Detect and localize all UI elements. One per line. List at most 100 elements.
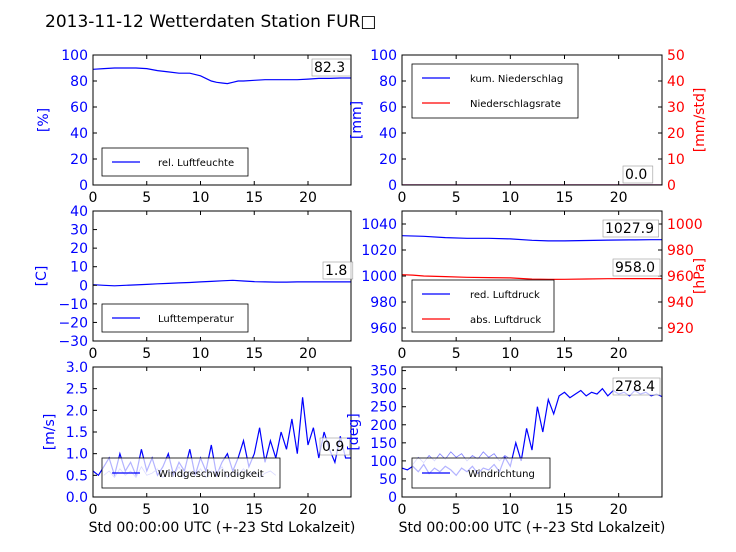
legend: rel. Luftfeuchte <box>101 147 249 177</box>
x-tick-label: 15 <box>556 190 574 206</box>
x-tick-label: 5 <box>452 190 461 206</box>
y-tick-label: −10 <box>58 297 88 313</box>
x-tick-label: 20 <box>610 190 628 206</box>
x-tick-label: 10 <box>192 502 210 518</box>
y-axis-label: [deg] <box>346 413 362 450</box>
panel-humidity: 0 5 10 15 20 0 20 40 60 80 100 [%] rel. Luftfeuchte 8… <box>36 48 352 206</box>
y-tick-label: 350 <box>370 364 397 380</box>
y-tick-label: 0.0 <box>66 490 88 506</box>
legend: Windgeschwindigkeit <box>101 457 281 489</box>
x-axis-label: Std 00:00:00 UTC (+-23 Std Lokalzeit) <box>89 520 356 536</box>
y2-tick-label: 980 <box>667 243 694 259</box>
series-line-detail-1 <box>412 451 511 465</box>
y-tick-label: 980 <box>370 295 397 311</box>
x-tick-label: 0 <box>89 346 98 362</box>
y-tick-label: 0 <box>388 178 397 194</box>
panel-temperature: 0 5 10 15 20 −30 −20 −10 0 10 20 30 40 [C] Lufttempera… <box>34 204 354 362</box>
y2-tick-label: 50 <box>667 48 685 64</box>
legend: Lufttemperatur <box>101 303 249 333</box>
value-label: 0.0 <box>622 165 654 184</box>
y-tick-label: 0.5 <box>66 468 88 484</box>
x-tick-label: 15 <box>245 346 263 362</box>
x-tick-label: 0 <box>398 502 407 518</box>
value-label-box <box>612 377 661 396</box>
y-tick-label: 200 <box>370 418 397 434</box>
y-tick-label: 0 <box>388 490 397 506</box>
y-tick-label: 40 <box>70 204 88 220</box>
y2-tick-label: 920 <box>667 321 694 337</box>
y-tick-label: 40 <box>379 126 397 142</box>
legend: Windrichtung <box>411 457 551 489</box>
value-label-box <box>311 58 351 77</box>
value-label: 0.9 <box>319 437 351 456</box>
value-label-text: 278.4 <box>615 379 655 395</box>
x-tick-label: 5 <box>142 190 151 206</box>
panel-windspeed: 0 5 10 15 20 0.0 0.5 1.0 1.5 2.0 2.5 3.0 [m/s] Std 00… <box>42 360 355 536</box>
x-tick-label: 5 <box>142 502 151 518</box>
series-line-rel-luftfeuchte <box>93 67 351 85</box>
y-tick-label: 0 <box>79 278 88 294</box>
x-tick-label: 15 <box>245 190 263 206</box>
y2-tick-label: 940 <box>667 295 694 311</box>
y-axis-label: [mm] <box>349 101 365 139</box>
panel-frame <box>401 366 663 498</box>
legend-label: red. Luftdruck <box>470 290 540 301</box>
y-tick-label: 1000 <box>361 269 397 285</box>
x-tick-label: 20 <box>610 346 628 362</box>
y-tick-label: 50 <box>379 472 397 488</box>
value-label-text: 82.3 <box>314 60 345 76</box>
value-label: 1.8 <box>322 261 354 280</box>
panel-precipitation: 0 5 10 15 20 0 20 40 60 80 100 0 10 20 30 40 50 [mm] [mm/s… <box>349 48 708 206</box>
y-tick-label: 2.0 <box>66 403 88 419</box>
y-tick-label: 1.0 <box>66 447 88 463</box>
x-tick-label: 5 <box>452 502 461 518</box>
y-tick-label: 1.5 <box>66 425 88 441</box>
y-tick-label: 100 <box>61 48 88 64</box>
x-tick-label: 15 <box>556 502 574 518</box>
y-tick-label: 20 <box>70 152 88 168</box>
x-axis-label: Std 00:00:00 UTC (+-23 Std Lokalzeit) <box>399 520 666 536</box>
y2-axis-label: [hPa] <box>692 258 708 294</box>
legend-box <box>411 279 555 333</box>
y-tick-label: 100 <box>370 454 397 470</box>
y-tick-label: 2.5 <box>66 382 88 398</box>
x-tick-label: 0 <box>398 190 407 206</box>
y-axis-label: [C] <box>34 266 50 287</box>
value-label: 958.0 <box>612 258 661 277</box>
y-tick-label: −20 <box>58 315 88 331</box>
y2-tick-label: 0 <box>667 178 676 194</box>
x-tick-label: 15 <box>245 502 263 518</box>
value-label-text: 958.0 <box>615 260 655 276</box>
x-tick-label: 20 <box>610 502 628 518</box>
value-label-text: 1.8 <box>325 263 347 279</box>
x-tick-label: 10 <box>501 190 519 206</box>
y-tick-label: 250 <box>370 400 397 416</box>
legend: red. Luftdruck abs. Luftdruck <box>411 279 555 333</box>
y-tick-label: 100 <box>370 48 397 64</box>
series-line-lufttemperatur <box>93 279 351 287</box>
y-axis-label: [%] <box>36 108 52 132</box>
x-tick-label: 10 <box>192 190 210 206</box>
series-line-red-luftdruck <box>402 235 662 242</box>
legend-box <box>411 63 579 119</box>
y2-tick-label: 40 <box>667 74 685 90</box>
value-label: 82.3 <box>311 58 351 77</box>
panel-frame <box>401 54 663 186</box>
x-tick-label: 5 <box>142 346 151 362</box>
x-tick-label: 5 <box>452 346 461 362</box>
y2-tick-label: 20 <box>667 126 685 142</box>
y-tick-label: 10 <box>70 260 88 276</box>
value-label-text: 0.9 <box>322 439 344 455</box>
legend-label: Windrichtung <box>468 469 535 480</box>
legend-label: Niederschlagsrate <box>470 99 561 110</box>
panel-frame <box>92 54 352 186</box>
y-tick-label: 0 <box>79 178 88 194</box>
y-axis-label: [m/s] <box>42 414 58 451</box>
x-tick-label: 20 <box>299 190 317 206</box>
value-label: 1027.9 <box>602 219 659 238</box>
figure-title: 2013-11-12 Wetterdaten Station FUR□ <box>45 12 376 32</box>
y-tick-label: 1040 <box>361 217 397 233</box>
value-label-box <box>319 437 351 456</box>
